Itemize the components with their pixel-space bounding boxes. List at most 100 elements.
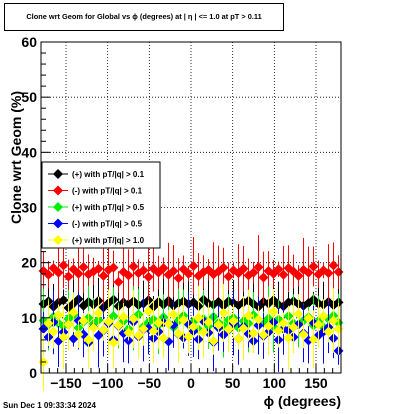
data-point — [243, 310, 254, 321]
legend: (+) with pT/|q| > 0.1 (-) with pT/|q| > 0… — [41, 161, 161, 249]
data-point — [303, 313, 314, 324]
data-point — [108, 337, 119, 348]
data-point — [323, 326, 334, 337]
data-point — [143, 272, 154, 283]
x-tick-label: 50 — [225, 375, 241, 391]
data-point — [73, 329, 84, 340]
x-tick-label: −100 — [92, 375, 124, 391]
y-tick-label: 20 — [21, 255, 37, 271]
data-point — [78, 315, 89, 326]
data-point — [173, 273, 184, 284]
data-point — [188, 321, 199, 332]
data-point — [123, 270, 134, 281]
legend-entry: (-) with pT/|q| > 0.1 — [48, 185, 143, 196]
legend-entry: (-) with pT/|q| > 0.5 — [48, 218, 143, 229]
data-point — [58, 295, 69, 306]
chart-title-box: Clone wrt Geom for Global vs ϕ (degrees)… — [4, 3, 284, 31]
data-point — [43, 269, 54, 280]
data-point — [158, 333, 169, 344]
data-point — [133, 330, 144, 341]
data-point — [158, 263, 169, 274]
data-point — [118, 311, 129, 322]
data-point — [218, 307, 229, 318]
data-point — [113, 276, 124, 287]
data-point — [268, 306, 279, 317]
data-point — [138, 323, 149, 334]
legend-label: (-) with pT/|q| > 0.5 — [72, 220, 143, 229]
data-point — [263, 321, 274, 332]
data-point — [168, 265, 179, 276]
data-point — [58, 260, 69, 271]
legend-entry: (+) with pT/|q| > 0.1 — [48, 169, 145, 179]
data-point — [93, 263, 104, 274]
data-point — [253, 314, 264, 325]
data-point — [108, 262, 119, 273]
legend-marker — [53, 169, 63, 179]
y-tick-label: 50 — [21, 89, 37, 105]
data-point — [238, 323, 249, 334]
data-point — [218, 262, 229, 273]
legend-marker — [53, 202, 63, 212]
x-tick-label: −150 — [50, 375, 82, 391]
y-tick-label: 10 — [21, 310, 37, 326]
data-point — [108, 311, 119, 322]
data-point — [203, 317, 214, 328]
x-tick-label: 150 — [304, 375, 328, 391]
data-point — [148, 326, 159, 337]
data-point — [128, 313, 139, 324]
data-point — [53, 310, 64, 321]
data-point — [123, 327, 134, 338]
series-5 — [38, 283, 344, 391]
data-point — [103, 316, 114, 327]
data-point — [328, 315, 339, 326]
data-point — [223, 324, 234, 335]
data-point — [303, 267, 314, 278]
data-point — [253, 262, 264, 273]
data-point — [213, 320, 224, 331]
x-tick-label: 0 — [187, 375, 195, 391]
data-point — [73, 268, 84, 279]
data-point — [78, 262, 89, 273]
y-tick-label: 40 — [21, 144, 37, 160]
data-point — [88, 322, 99, 333]
data-point — [293, 308, 304, 319]
data-point — [178, 315, 189, 326]
legend-label: (+) with pT/|q| > 0.1 — [72, 170, 145, 179]
data-point — [278, 269, 289, 280]
data-point — [313, 319, 324, 330]
legend-marker — [53, 218, 63, 229]
data-point — [193, 312, 204, 323]
data-point — [113, 320, 124, 331]
data-point — [153, 317, 164, 328]
data-point — [163, 318, 174, 329]
data-point — [98, 270, 109, 281]
data-point — [278, 318, 289, 329]
y-tick-label: 0 — [29, 365, 37, 381]
legend-label: (-) with pT/|q| > 0.1 — [72, 187, 143, 196]
data-point — [68, 307, 79, 318]
legend-marker — [53, 185, 63, 196]
y-tick-label: 30 — [21, 200, 37, 216]
data-point — [63, 271, 74, 282]
y-axis-label: Clone wrt Geom (%) — [8, 91, 24, 224]
data-point — [53, 267, 64, 278]
data-point — [188, 260, 199, 271]
x-tick-label: 100 — [263, 375, 287, 391]
data-point — [333, 323, 344, 334]
data-point — [238, 263, 249, 274]
x-axis-label: ϕ (degrees) — [264, 393, 341, 409]
legend-label: (+) with pT/|q| > 0.5 — [72, 203, 145, 212]
data-point — [258, 272, 269, 283]
data-point — [58, 332, 69, 343]
data-point — [293, 270, 304, 281]
data-point — [43, 318, 54, 329]
data-point — [248, 328, 259, 339]
axes: −150 −100 −50 0 50 100 150 0 10 20 30 40 50 60 — [21, 34, 334, 391]
data-point — [288, 322, 299, 333]
data-point — [258, 329, 269, 340]
data-point — [168, 309, 179, 320]
data-point — [318, 311, 329, 322]
data-point — [283, 332, 294, 343]
legend-label: (+) with pT/|q| > 1.0 — [72, 236, 145, 245]
